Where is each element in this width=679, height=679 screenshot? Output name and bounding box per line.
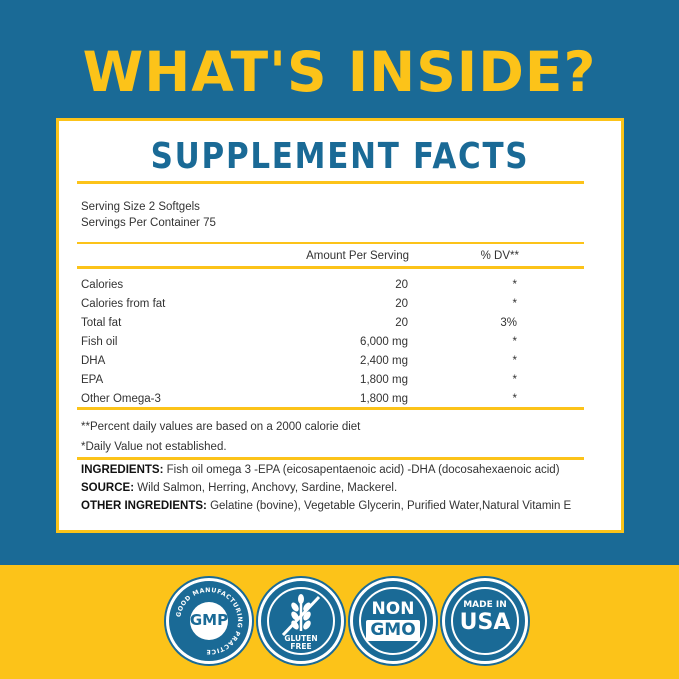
supplement-facts-panel: SUPPLEMENT FACTS Serving Size 2 Softgels… [56,118,624,533]
row-dv: * [512,374,517,386]
divider [77,181,584,184]
row-amount: 20 [395,317,408,329]
row-amount: 20 [395,279,408,291]
row-label: Calories [81,279,124,291]
gluten-line-2: FREE [290,642,312,651]
source-line: SOURCE: Wild Salmon, Herring, Anchovy, S… [81,481,601,495]
non-gmo-line-1: NON [371,599,415,619]
badge-inner-ring [267,587,335,655]
source-label: SOURCE: [81,482,135,494]
row-dv: * [512,393,517,405]
servings-per-container: Servings Per Container 75 [81,217,216,229]
gluten-free-badge: GLUTEN FREE [258,578,344,664]
row-amount: 6,000 mg [360,336,408,348]
wheat-icon [281,594,321,637]
ingredients-label: INGREDIENTS: [81,464,164,476]
headline: WHAT'S INSIDE? [82,40,597,104]
divider [77,242,584,244]
gluten-text: GLUTEN FREE [261,635,341,651]
non-gmo-line-2: GMO [366,620,420,641]
row-dv: * [512,355,517,367]
row-label: Total fat [81,317,122,329]
usa-line-1: MADE IN [463,600,507,610]
row-label: EPA [81,374,104,386]
badge-inner-ring [359,587,427,655]
usa-text: MADE IN USA [445,600,525,635]
row-amount: 2,400 mg [360,355,408,367]
badge-inner-ring [451,587,519,655]
gluten-line-1: GLUTEN [284,634,318,643]
badge-row: GOOD MANUFACTURING PRACTICE GMP GLUTEN F… [0,578,679,668]
serving-size: Serving Size 2 Softgels [81,201,200,213]
row-label: Other Omega-3 [81,393,161,405]
divider [77,407,584,410]
other-ingredients-text: Gelatine (bovine), Vegetable Glycerin, P… [206,500,572,512]
made-in-usa-badge: MADE IN USA [442,578,528,664]
gmp-text: GMP [189,611,229,629]
divider [77,457,584,460]
row-dv: * [512,298,517,310]
usa-line-2: USA [459,610,511,635]
row-dv: 3% [500,317,517,329]
other-ingredients-label: OTHER INGREDIENTS: [81,500,207,512]
facts-title: SUPPLEMENT FACTS [150,136,530,177]
row-label: DHA [81,355,106,367]
divider [77,266,584,269]
header-dv: % DV** [480,250,519,262]
row-dv: * [512,279,517,291]
gmp-ring-icon: GOOD MANUFACTURING PRACTICE [175,587,242,655]
row-amount: 1,800 mg [360,393,408,405]
ingredients-line: INGREDIENTS: Fish oil omega 3 -EPA (eico… [81,463,601,477]
not-established-note: *Daily Value not established. [81,441,227,453]
row-label: Calories from fat [81,298,166,310]
header-amount: Amount Per Serving [306,250,409,262]
row-amount: 20 [395,298,408,310]
row-dv: * [512,336,517,348]
non-gmo-badge: NON GMO [350,578,436,664]
gmp-badge: GOOD MANUFACTURING PRACTICE GMP [166,578,252,664]
other-ingredients-line: OTHER INGREDIENTS: Gelatine (bovine), Ve… [81,499,601,513]
source-text: Wild Salmon, Herring, Anchovy, Sardine, … [134,482,398,494]
row-amount: 1,800 mg [360,374,408,386]
daily-value-note: **Percent daily values are based on a 20… [81,421,361,433]
ingredients-text: Fish oil omega 3 -EPA (eicosapentaenoic … [163,464,560,476]
row-label: Fish oil [81,336,118,348]
non-gmo-text: NON GMO [353,599,433,641]
